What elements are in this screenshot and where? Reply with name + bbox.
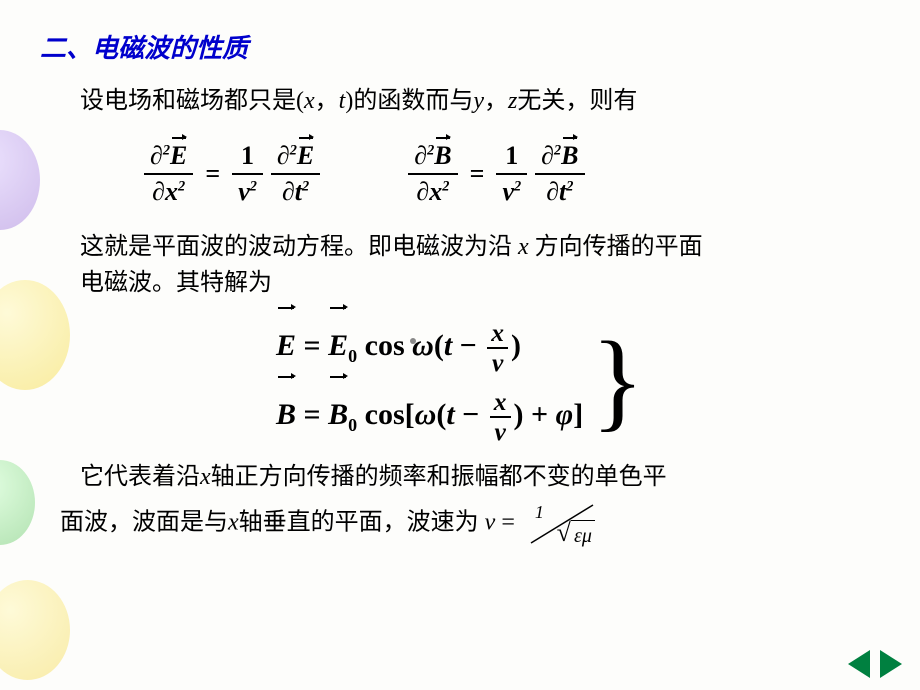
text: 电磁波。其特解为 (80, 270, 272, 296)
text: 方向传播的平面 (529, 234, 703, 260)
text: ， (484, 88, 508, 114)
var-x: x (304, 88, 315, 114)
var-x: x (518, 234, 529, 260)
solution-block: E = E0 cos ω(t − xv) B = B0 cos[ω(t − xv… (40, 311, 880, 449)
wave-eq-B: ∂2B ∂x2 = 1 v2 ∂2B ∂t2 (404, 139, 588, 209)
paragraph-2: 这就是平面波的波动方程。即电磁波为沿 x 方向传播的平面 电磁波。其特解为 (80, 229, 880, 301)
text: ， (315, 88, 339, 114)
balloon-decor (0, 580, 70, 680)
var-v: v (485, 510, 496, 536)
numerator: 1 (535, 499, 544, 526)
radicand: εμ (571, 520, 595, 551)
paragraph-1: 设电场和磁场都只是(x，t)的函数而与y，z无关，则有 (80, 83, 880, 119)
paragraph-3: 它代表着沿x轴正方向传播的频率和振幅都不变的单色平 (80, 459, 880, 495)
var-x: x (228, 510, 239, 536)
var-y: y (473, 88, 484, 114)
text: 面波，波面是与 (60, 510, 228, 536)
text: 设电场和磁场都只是( (80, 88, 304, 114)
wave-eq-E: ∂2E ∂x2 = 1 v2 ∂2E ∂t2 (140, 139, 324, 209)
section-heading: 二、电磁波的性质 (40, 28, 880, 65)
speed-formula: 1 √εμ (527, 501, 597, 547)
text: 这就是平面波的波动方程。即电磁波为沿 (80, 234, 518, 260)
equals: = (470, 159, 485, 189)
eq-E-solution: E = E0 cos ω(t − xv) (276, 311, 583, 380)
text: 轴垂直的平面，波速为 (239, 510, 485, 536)
paragraph-3b: 面波，波面是与x轴垂直的平面，波速为 v = 1 √εμ (60, 501, 880, 547)
slide-content: 二、电磁波的性质 设电场和磁场都只是(x，t)的函数而与y，z无关，则有 ∂2E… (0, 0, 920, 557)
text: = (495, 510, 521, 536)
nav-forward-button[interactable] (880, 650, 902, 678)
sqrt-symbol: √ (557, 520, 571, 546)
text: 它代表着沿 (80, 464, 200, 490)
right-brace: } (591, 336, 644, 424)
nav-controls (848, 650, 902, 678)
text: )的函数而与 (345, 88, 473, 114)
equals: = (205, 159, 220, 189)
var-z: z (508, 88, 517, 114)
eq-B-solution: B = B0 cos[ω(t − xv) + φ] (276, 380, 583, 449)
solution-equations: E = E0 cos ω(t − xv) B = B0 cos[ω(t − xv… (276, 311, 591, 449)
wave-equations: ∂2E ∂x2 = 1 v2 ∂2E ∂t2 ∂2B ∂x2 = (140, 139, 880, 209)
var-x: x (200, 464, 211, 490)
text: 无关，则有 (517, 88, 637, 114)
nav-back-button[interactable] (848, 650, 870, 678)
text: 轴正方向传播的频率和振幅都不变的单色平 (211, 464, 667, 490)
